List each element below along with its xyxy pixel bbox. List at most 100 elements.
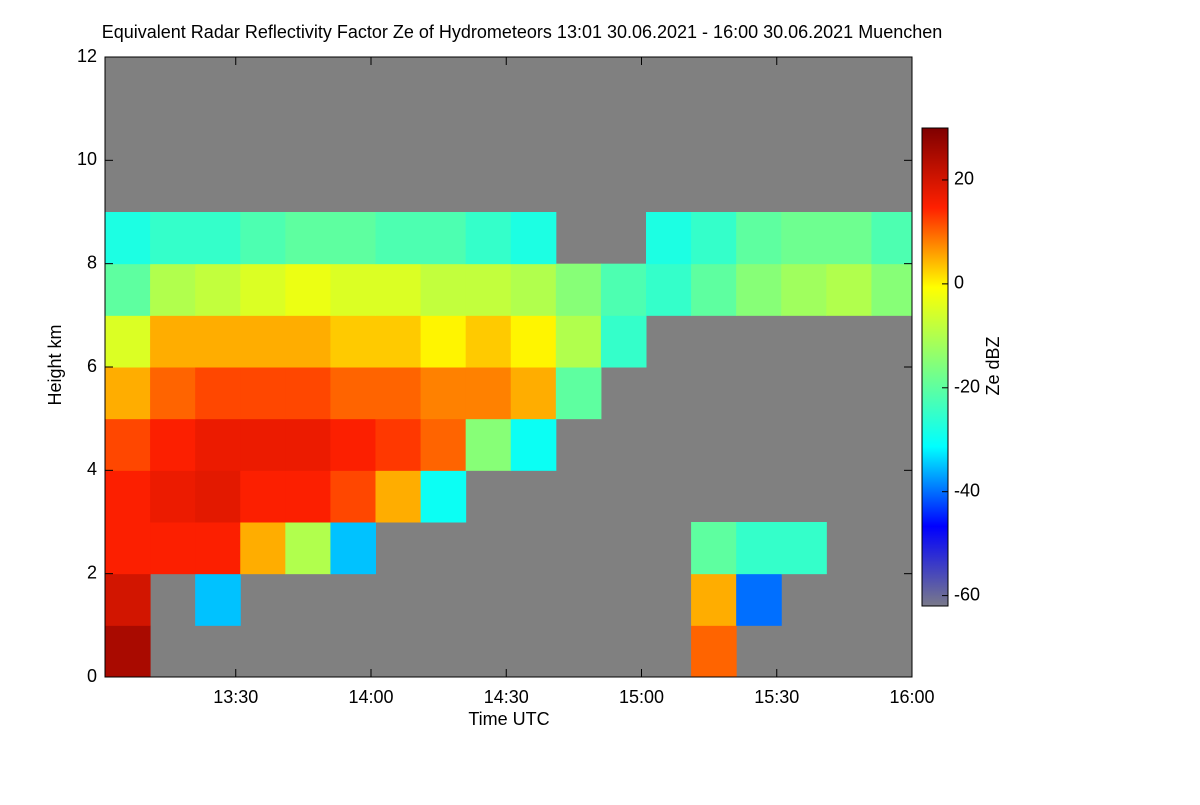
heatmap-cell [871, 212, 913, 265]
heatmap-cell [375, 263, 422, 316]
heatmap-cell [330, 315, 377, 368]
heatmap-cell [465, 212, 512, 265]
y-tick-label: 4 [87, 459, 97, 479]
colorbar-label: Ze dBZ [983, 336, 1003, 395]
heatmap-cell [195, 315, 241, 368]
heatmap-cell [375, 418, 422, 471]
heatmap-cell [330, 212, 377, 265]
heatmap-cell [195, 212, 241, 265]
heatmap-cell [736, 573, 782, 626]
heatmap-cell [240, 263, 286, 316]
heatmap-cell [510, 212, 557, 265]
heatmap-cell [330, 418, 377, 471]
heatmap-cell [420, 212, 467, 265]
heatmap-cell [150, 470, 196, 523]
heatmap-cell [105, 625, 151, 678]
heatmap-cell [420, 470, 467, 523]
heatmap-cell [150, 367, 196, 420]
x-tick-label: 15:30 [754, 687, 799, 707]
heatmap-cell [285, 522, 331, 575]
heatmap-cell [330, 367, 377, 420]
heatmap-cell [285, 367, 331, 420]
heatmap-cell [691, 263, 737, 316]
heatmap-cell [420, 367, 467, 420]
y-tick-label: 10 [77, 149, 97, 169]
heatmap-cell [240, 418, 286, 471]
heatmap-cell [826, 212, 872, 265]
heatmap-cell [465, 315, 512, 368]
heatmap-cell [826, 263, 872, 316]
heatmap-cell [240, 522, 286, 575]
heatmap-cell [195, 263, 241, 316]
heatmap-cell [871, 263, 913, 316]
y-axis-label: Height km [45, 324, 65, 405]
colorbar-tick-label: 0 [954, 273, 964, 293]
heatmap-cell [195, 470, 241, 523]
heatmap-cell [105, 418, 151, 471]
heatmap-cell [195, 367, 241, 420]
chart-title: Equivalent Radar Reflectivity Factor Ze … [102, 22, 943, 42]
heatmap-cell [691, 522, 737, 575]
heatmap-cell [105, 522, 151, 575]
heatmap-cell [420, 263, 467, 316]
heatmap-cell [330, 522, 377, 575]
heatmap-cell [420, 315, 467, 368]
heatmap-cell [465, 263, 512, 316]
heatmap-cell [150, 522, 196, 575]
heatmap-cell [105, 212, 151, 265]
heatmap-cell [150, 212, 196, 265]
heatmap-cell [150, 418, 196, 471]
heatmap-cell [375, 212, 422, 265]
heatmap-cell [330, 470, 377, 523]
heatmap-cell [781, 263, 827, 316]
heatmap-cell [736, 212, 782, 265]
y-tick-label: 0 [87, 666, 97, 686]
heatmap-cell [465, 418, 512, 471]
colorbar [921, 127, 949, 607]
y-tick-label: 2 [87, 562, 97, 582]
heatmap-cell [195, 418, 241, 471]
colorbar-tick-label: -40 [954, 480, 980, 500]
heatmap-cell [600, 263, 647, 316]
x-axis-label: Time UTC [468, 709, 549, 729]
y-tick-label: 6 [87, 356, 97, 376]
heatmap-cell [646, 212, 692, 265]
heatmap-cell [105, 367, 151, 420]
heatmap-cell [555, 367, 602, 420]
heatmap-cell [375, 470, 422, 523]
heatmap-cell [691, 212, 737, 265]
y-tick-label: 8 [87, 252, 97, 272]
colorbar-tick-label: -60 [954, 584, 980, 604]
heatmap-cell [555, 315, 602, 368]
heatmap-cell [285, 212, 331, 265]
heatmap-cell [510, 263, 557, 316]
heatmap-cell [465, 367, 512, 420]
x-tick-label: 15:00 [619, 687, 664, 707]
colorbar-tick-label: 20 [954, 169, 974, 189]
heatmap-cell [195, 573, 241, 626]
heatmap-cell [240, 470, 286, 523]
heatmap-cell [600, 315, 647, 368]
y-tick-label: 12 [77, 46, 97, 66]
heatmap-cell [555, 263, 602, 316]
heatmap-cell [285, 315, 331, 368]
heatmap-cell [150, 263, 196, 316]
heatmap-cell [285, 263, 331, 316]
x-tick-label: 14:30 [484, 687, 529, 707]
x-tick-label: 16:00 [889, 687, 934, 707]
heatmap-cell [105, 470, 151, 523]
heatmap-cell [105, 315, 151, 368]
heatmap-cell [736, 263, 782, 316]
heatmap-cell [781, 522, 827, 575]
heatmap-cell [285, 418, 331, 471]
heatmap-cell [736, 522, 782, 575]
heatmap-cell [375, 315, 422, 368]
heatmap-cell [510, 367, 557, 420]
heatmap-cell [420, 418, 467, 471]
x-tick-label: 14:00 [348, 687, 393, 707]
heatmap-cell [105, 263, 151, 316]
heatmap-cell [150, 315, 196, 368]
x-tick-label: 13:30 [213, 687, 258, 707]
heatmap-cell [691, 573, 737, 626]
